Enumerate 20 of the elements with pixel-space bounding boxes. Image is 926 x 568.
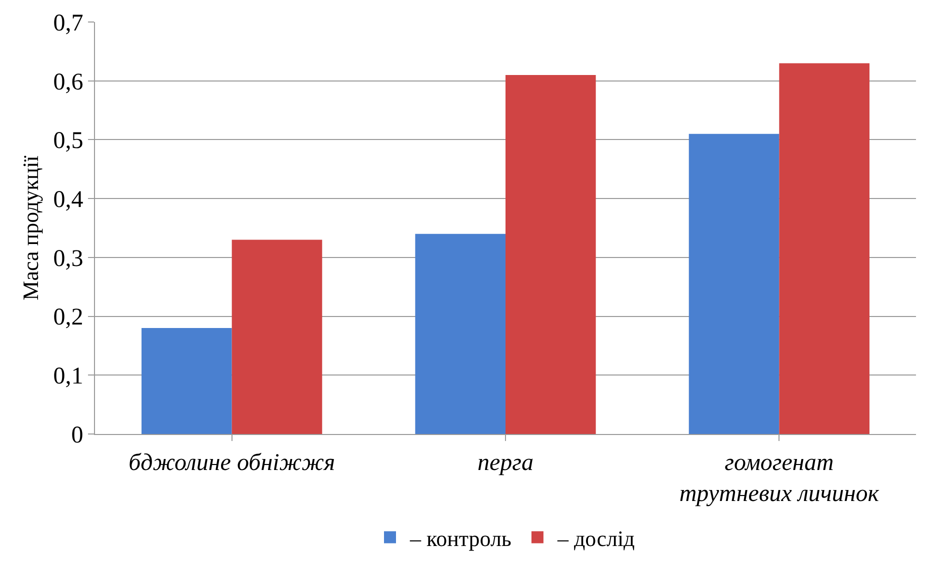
- bar: [415, 234, 506, 434]
- y-tick-label: 0,6: [53, 69, 84, 96]
- y-tick-label: 0,7: [53, 10, 84, 36]
- y-tick-label: 0,3: [53, 246, 84, 272]
- bar: [232, 240, 322, 434]
- y-tick-label: 0,1: [53, 364, 84, 390]
- x-tick-label: перга: [477, 450, 534, 476]
- bar: [779, 63, 870, 434]
- y-tick-label: 0: [71, 422, 84, 448]
- bar: [142, 328, 232, 434]
- y-tick-label: 0,2: [53, 304, 84, 331]
- legend-label: – дослід: [556, 526, 635, 551]
- y-tick-label: 0,5: [53, 128, 84, 154]
- bar: [506, 74, 596, 434]
- x-tick-label: бджолине обніжжя: [128, 450, 336, 476]
- x-tick-label: гомогенат трутневих личинок: [679, 450, 880, 507]
- bar: [688, 134, 780, 434]
- y-axis-title: Маса продукції: [18, 154, 43, 300]
- legend-label: – контроль: [409, 526, 512, 551]
- y-tick-label: 0,4: [53, 186, 84, 213]
